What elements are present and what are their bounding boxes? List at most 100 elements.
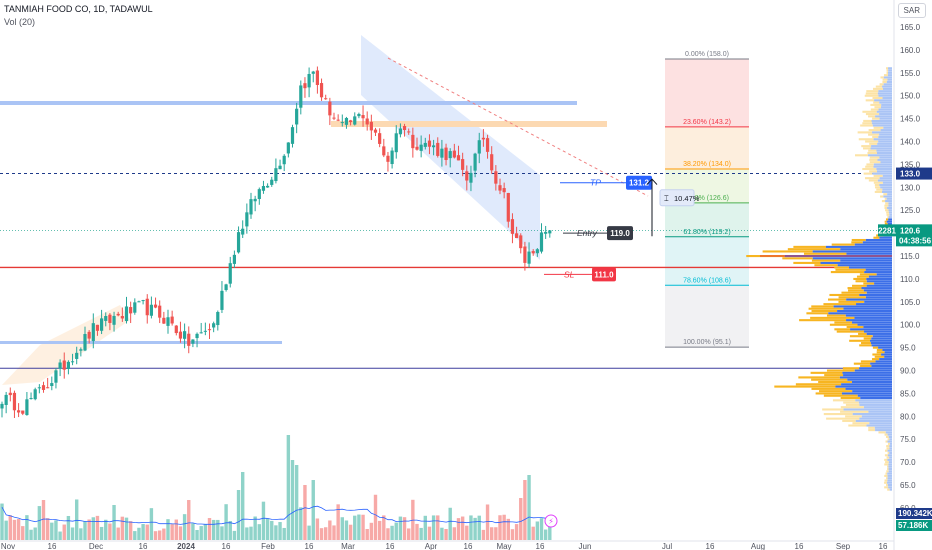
vp-row-buy <box>888 486 892 489</box>
vp-row-sell <box>882 80 887 84</box>
volume-bar <box>241 472 245 540</box>
vp-row-buy <box>873 138 892 141</box>
price-tick-label: 75.0 <box>900 435 916 444</box>
vp-row-sell <box>863 172 873 175</box>
fib-zone <box>665 126 749 169</box>
volume-indicator-label[interactable]: Vol (20) <box>4 17 36 27</box>
vp-row-sell <box>866 90 879 93</box>
vp-row-buy <box>888 435 892 439</box>
volume-bar <box>153 531 158 540</box>
vp-row-sell <box>793 261 821 264</box>
volume-bar <box>207 518 212 540</box>
vp-row-buy <box>887 74 892 77</box>
vp-row-sell <box>885 461 889 464</box>
sl-label: SL <box>564 269 575 279</box>
entry-label: Entry <box>577 228 598 238</box>
volume-bar <box>4 520 8 540</box>
time-tick-label: 16 <box>464 542 473 550</box>
vp-row-buy <box>882 85 892 88</box>
candle-body <box>203 330 207 332</box>
vp-row-sell <box>835 268 866 271</box>
time-tick-label: Feb <box>261 542 275 550</box>
volume-bar <box>498 515 502 540</box>
vp-row-buy <box>882 188 892 191</box>
candle-body <box>469 172 473 183</box>
entry-badge <box>607 226 633 241</box>
price-tick-label: 145.0 <box>900 115 921 124</box>
vp-row-buy <box>857 323 892 326</box>
candle-body <box>311 71 315 74</box>
volume-bar <box>249 526 253 540</box>
currency-button[interactable]: SAR <box>897 3 926 18</box>
tp-label: TP <box>590 178 601 188</box>
vp-row-buy <box>875 360 892 363</box>
vp-row-sell <box>834 328 851 331</box>
vp-row-sell <box>860 364 872 368</box>
volume-bar <box>166 519 170 540</box>
candle-body <box>8 392 12 396</box>
vp-row-sell <box>862 167 877 171</box>
volume-bar <box>236 490 241 540</box>
vp-row-buy <box>886 197 892 200</box>
volume-bar <box>187 500 191 540</box>
vp-row-buy <box>812 257 892 260</box>
time-tick-label: 16 <box>305 542 314 550</box>
volume-bar <box>361 514 365 540</box>
vp-row-sell <box>868 149 877 152</box>
fib-level-label: 100.00% (95.1) <box>683 339 731 346</box>
vp-row-buy <box>863 325 892 329</box>
volume-bar <box>79 528 83 540</box>
candle-body <box>303 83 307 89</box>
vp-row-buy <box>889 442 892 445</box>
vp-row-buy <box>882 174 892 177</box>
volume-bar <box>307 525 311 540</box>
volume-bar <box>490 527 494 540</box>
volume-bar <box>415 523 419 540</box>
vp-row-sell <box>874 355 885 358</box>
candle-body <box>319 83 324 98</box>
vp-row-sell <box>880 195 884 198</box>
candle-body <box>141 300 145 302</box>
candle-body <box>178 331 183 339</box>
vp-row-buy <box>841 392 892 395</box>
vp-row-sell <box>848 424 867 427</box>
volume-bar <box>377 520 382 540</box>
volume-value-badge-2 <box>896 520 932 531</box>
candle-body <box>0 403 4 409</box>
time-tick-label: Mar <box>341 542 355 550</box>
vp-row-buy <box>870 339 892 342</box>
vp-row-buy <box>879 156 892 159</box>
volume-bar <box>257 524 261 540</box>
vp-row-sell <box>883 193 888 196</box>
vp-row-sell <box>885 202 889 205</box>
vp-row-buy <box>883 83 892 86</box>
vp-row-sell <box>852 284 867 287</box>
vp-row-sell <box>862 110 877 113</box>
volume-bar <box>91 517 95 540</box>
candle-body <box>33 389 37 400</box>
vp-row-sell <box>829 323 858 326</box>
volume-bar <box>531 526 535 540</box>
candle-body <box>199 332 203 334</box>
candle-body <box>278 165 282 170</box>
volume-bar <box>419 527 423 540</box>
volume-bar <box>448 507 452 540</box>
volume-bar <box>344 520 349 540</box>
volume-bar <box>253 516 257 540</box>
volume-bar <box>116 527 120 540</box>
vp-row-sell <box>782 257 813 260</box>
candle-body <box>427 140 432 147</box>
vp-row-sell <box>873 181 883 184</box>
vp-row-sell <box>836 330 865 333</box>
time-tick-label: Dec <box>89 542 103 550</box>
price-tick-label: 150.0 <box>900 92 921 101</box>
price-tick-label: 70.0 <box>900 458 916 467</box>
vp-row-sell <box>872 346 879 349</box>
volume-bar <box>290 460 295 540</box>
candle-body <box>124 306 129 322</box>
vp-row-buy <box>866 277 892 280</box>
vp-row-sell <box>868 426 875 429</box>
vp-row-sell <box>865 113 880 116</box>
vp-row-sell <box>886 67 889 70</box>
